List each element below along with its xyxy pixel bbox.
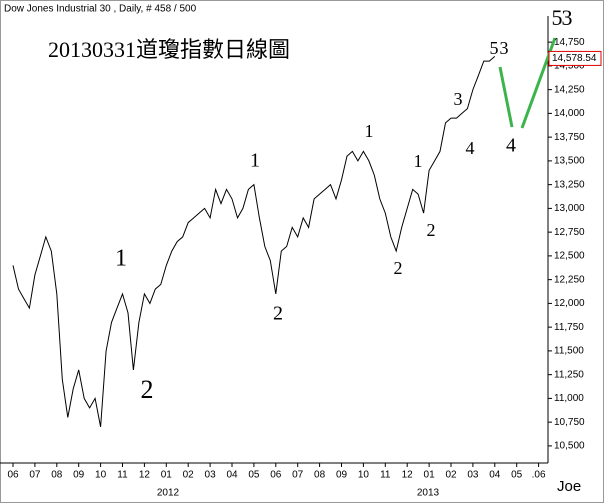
x-tick-label: 09 — [336, 470, 348, 481]
x-tick-label: 02 — [445, 470, 457, 481]
y-tick-label: 10,500 — [554, 441, 585, 452]
y-tick-label: 10,750 — [554, 417, 585, 428]
x-tick-label: 10 — [358, 470, 370, 481]
y-tick-label: 14,250 — [554, 84, 585, 95]
x-tick-label: 01 — [424, 470, 436, 481]
x-tick-label: 12 — [139, 470, 151, 481]
x-tick-label: 11 — [117, 470, 128, 481]
x-tick-label: 01 — [161, 470, 173, 481]
last-value-box — [548, 50, 602, 66]
x-tick-label: 07 — [292, 470, 304, 481]
wave-label: 5 — [490, 38, 499, 58]
x-tick-label: 05 — [511, 470, 523, 481]
y-tick-label: 11,250 — [554, 369, 584, 380]
y-tick-label: 13,500 — [554, 156, 585, 167]
y-tick-label: 13,000 — [554, 203, 585, 214]
wave-label: 2 — [141, 375, 154, 404]
y-tick-label: 12,000 — [554, 298, 585, 309]
y-tick-label: 12,750 — [554, 227, 585, 238]
wave-label: 3 — [454, 89, 463, 109]
wave-label: 1 — [115, 246, 127, 272]
wave-label: 4 — [506, 135, 516, 157]
x-tick-label: 09 — [73, 470, 85, 481]
x-tick-label: 08 — [51, 470, 63, 481]
y-tick-label: 13,750 — [554, 132, 585, 143]
wave-label: 1 — [365, 121, 374, 141]
chart-title: 20130331道瓊指數日線圖 — [48, 37, 290, 62]
y-tick-label: 12,250 — [554, 274, 585, 285]
x-tick-label: 06 — [270, 470, 282, 481]
x-tick-label: .06 — [532, 470, 546, 481]
wave-label: 1 — [414, 151, 423, 171]
y-tick-label: 13,250 — [554, 179, 585, 190]
x-tick-label: 07 — [29, 470, 41, 481]
wave-label: 1 — [250, 150, 260, 172]
wave-label: 3 — [500, 38, 509, 58]
projection-line — [498, 66, 514, 128]
x-tick-label: 12 — [402, 470, 414, 481]
price-line — [12, 56, 496, 427]
x-tick-label: 04 — [489, 470, 501, 481]
x-tick-label: 04 — [226, 470, 238, 481]
x-tick-label: 03 — [467, 470, 479, 481]
y-tick-label: 12,500 — [554, 251, 585, 262]
wave-label: 2 — [427, 220, 436, 240]
wave-label: 5 — [552, 5, 563, 30]
wave-label: 3 — [562, 5, 573, 30]
y-tick-label: 11,000 — [554, 393, 584, 404]
header: Dow Jones Industrial 30 , Daily, # 458 /… — [4, 4, 197, 15]
y-tick-label: 14,750 — [554, 37, 585, 48]
year-label: 2012 — [157, 488, 180, 499]
watermark: Joe — [557, 478, 581, 495]
year-label: 2013 — [417, 488, 440, 499]
x-tick-label: 02 — [183, 470, 195, 481]
last-value-label: 14,578.54 — [552, 53, 597, 64]
x-tick-label: 03 — [205, 470, 217, 481]
y-tick-label: 14,500 — [554, 61, 585, 72]
y-tick-label: 14,000 — [554, 108, 585, 119]
x-tick-label: 05 — [248, 470, 260, 481]
y-tick-label: 11,500 — [554, 346, 584, 357]
x-tick-label: 08 — [314, 470, 326, 481]
y-tick-label: 11,750 — [554, 322, 584, 333]
wave-label: 2 — [394, 258, 403, 278]
wave-label: 2 — [273, 303, 283, 325]
x-tick-label: 10 — [95, 470, 107, 481]
x-tick-label: 06 — [7, 470, 19, 481]
x-tick-label: 11 — [380, 470, 391, 481]
wave-label: 4 — [466, 138, 475, 158]
